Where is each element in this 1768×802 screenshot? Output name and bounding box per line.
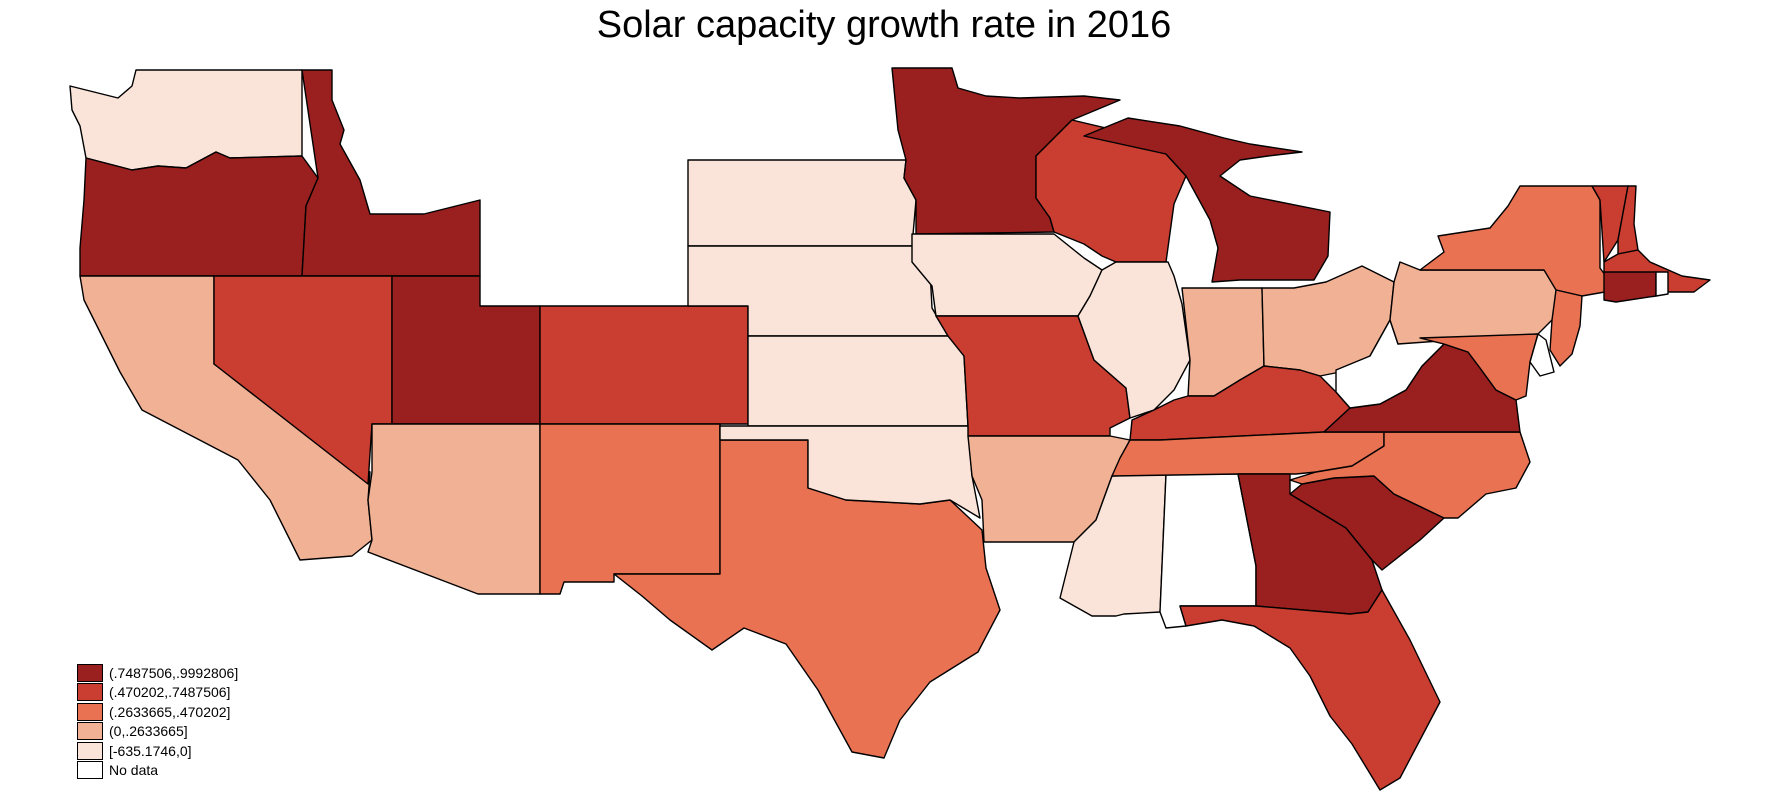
legend-item: (.470202,.7487506] — [77, 683, 238, 703]
state-michigan[interactable] — [1083, 117, 1331, 283]
state-idaho[interactable] — [301, 69, 481, 277]
state-pennsylvania[interactable] — [1389, 261, 1561, 345]
legend-swatch — [77, 663, 103, 682]
state-colorado[interactable] — [539, 305, 749, 425]
legend-label: No data — [109, 762, 159, 779]
legend-swatch — [77, 761, 103, 780]
legend-item: (.2633665,.470202] — [77, 702, 238, 722]
state-alabama[interactable] — [1159, 473, 1257, 629]
legend-label: (.7487506,.9992806] — [109, 664, 239, 681]
state-north-carolina[interactable] — [1289, 431, 1531, 519]
state-south-dakota[interactable] — [687, 159, 917, 247]
legend-label: [-635.1746,0] — [109, 742, 192, 759]
legend-label: (.470202,.7487506] — [109, 684, 231, 701]
legend-item: (0,.2633665] — [77, 722, 238, 742]
map-legend: (.7487506,.9992806] (.470202,.7487506] (.2… — [77, 663, 238, 780]
state-illinois[interactable] — [1077, 261, 1191, 419]
legend-label: (.2633665,.470202] — [109, 703, 231, 720]
legend-item: No data — [77, 761, 238, 781]
state-connecticut[interactable] — [1603, 271, 1657, 303]
legend-swatch — [77, 741, 103, 760]
state-arizona[interactable] — [367, 423, 541, 595]
state-kansas[interactable] — [747, 335, 969, 427]
state-delaware[interactable] — [1529, 333, 1555, 377]
legend-item: (.7487506,.9992806] — [77, 663, 238, 683]
state-florida[interactable] — [1179, 589, 1441, 791]
legend-label: (0,.2633665] — [109, 723, 188, 740]
legend-swatch — [77, 722, 103, 741]
legend-swatch — [77, 702, 103, 721]
state-oregon[interactable] — [79, 151, 319, 277]
legend-swatch — [77, 683, 103, 702]
state-utah[interactable] — [391, 275, 541, 425]
map-title: Solar capacity growth rate in 2016 — [596, 4, 1172, 46]
state-washington[interactable] — [69, 69, 303, 171]
state-vermont[interactable] — [1591, 185, 1629, 263]
state-iowa[interactable] — [911, 233, 1103, 317]
legend-item: [-635.1746,0] — [77, 741, 238, 761]
state-new-jersey[interactable] — [1549, 289, 1583, 367]
state-rhode-island[interactable] — [1655, 271, 1669, 297]
state-new-mexico[interactable] — [539, 423, 721, 595]
